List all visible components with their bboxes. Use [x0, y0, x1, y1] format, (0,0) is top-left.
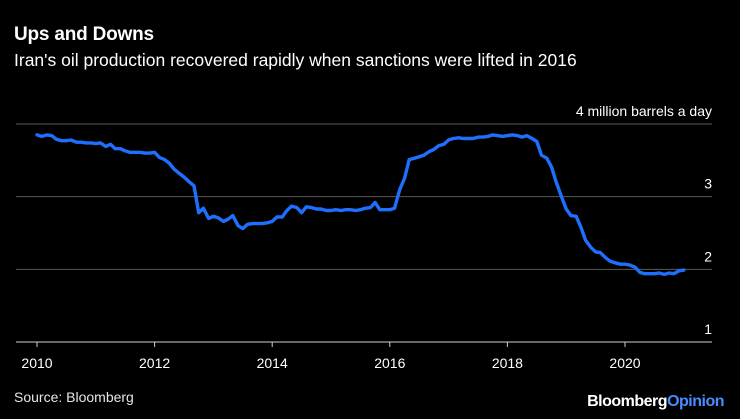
y-tick-label-3: 3 — [704, 176, 712, 192]
x-tick-label-2020: 2020 — [609, 355, 640, 371]
x-tick-label-2010: 2010 — [21, 355, 52, 371]
logo-text-bloomberg: Bloomberg — [587, 393, 668, 410]
gridlines — [16, 123, 712, 270]
chart-subtitle: Iran's oil production recovered rapidly … — [14, 50, 577, 70]
source-note: Source: Bloomberg — [14, 389, 134, 405]
y-tick-label-1: 1 — [704, 321, 712, 337]
logo-text-opinion: Opinion — [667, 393, 724, 410]
series-line-iran-oil-production — [35, 133, 686, 277]
bloomberg-opinion-logo: BloombergOpinion — [587, 393, 724, 411]
y-axis-tick-labels: 1 2 3 4 million barrels a day — [576, 103, 712, 337]
x-axis — [16, 341, 712, 347]
y-tick-label-4: 4 million barrels a day — [576, 103, 712, 119]
chart-title: Ups and Downs — [14, 24, 154, 45]
x-axis-tick-labels: 2010 2012 2014 2016 2018 2020 — [21, 355, 640, 371]
x-tick-label-2016: 2016 — [374, 355, 405, 371]
y-tick-label-2: 2 — [704, 248, 712, 264]
x-tick-label-2012: 2012 — [139, 355, 170, 371]
x-tick-label-2018: 2018 — [492, 355, 523, 371]
x-tick-label-2014: 2014 — [257, 355, 288, 371]
